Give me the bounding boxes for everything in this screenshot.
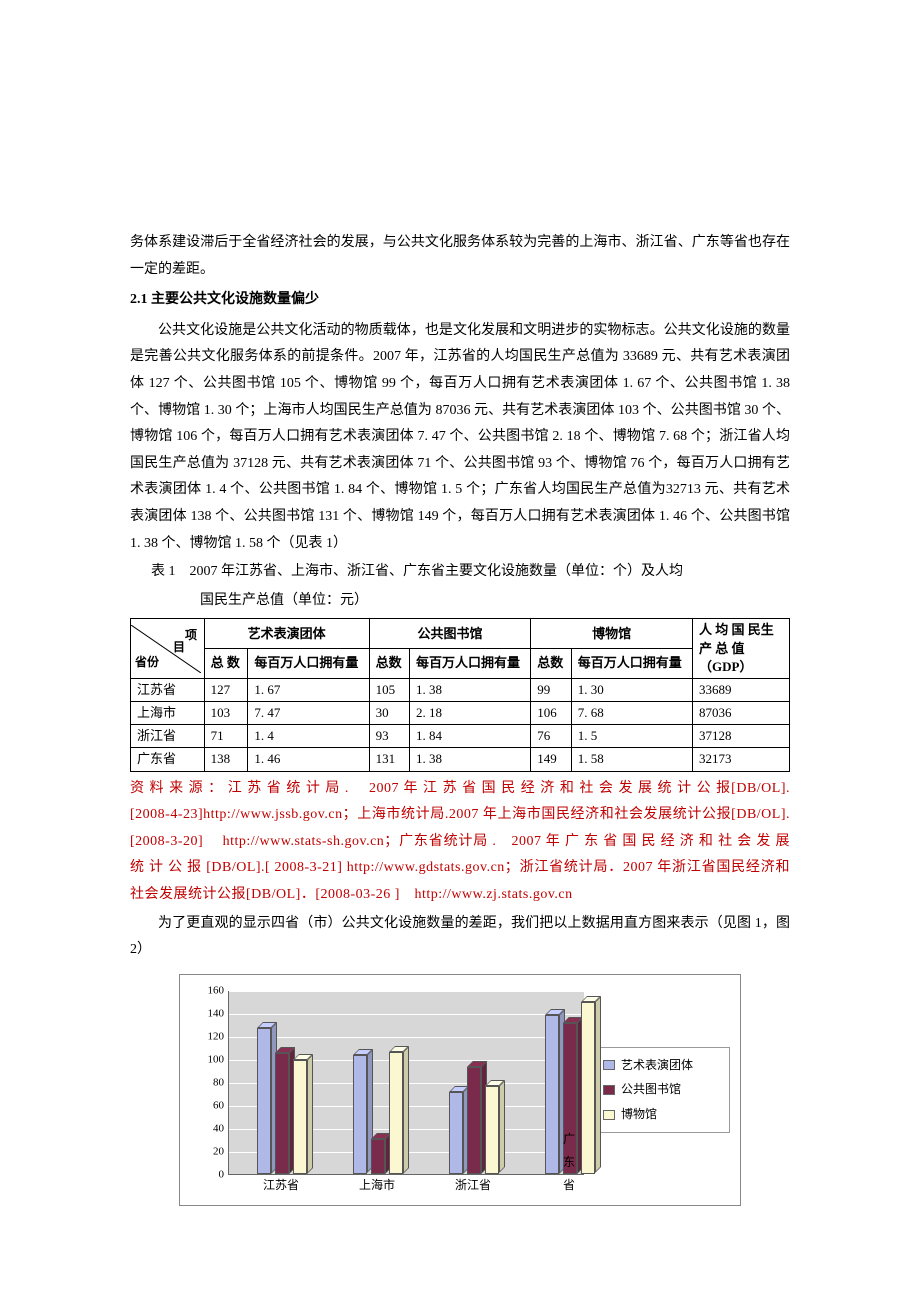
cell: 7. 47 xyxy=(248,702,369,725)
legend-item-museum: 博物馆 xyxy=(603,1103,723,1126)
diagonal-header-cell: 项 目 省份 xyxy=(131,625,201,673)
chart-plot-area: 020406080100120140160 江苏省上海市浙江省广东省 xyxy=(192,987,588,1197)
cell: 71 xyxy=(204,725,248,748)
cell: 30 xyxy=(369,702,409,725)
cell: 2. 18 xyxy=(410,702,531,725)
table-caption-line1: 表 1 2007 年江苏省、上海市、浙江省、广东省主要文化设施数量（单位：个）及… xyxy=(130,559,790,586)
cell: 1. 38 xyxy=(410,678,531,701)
header-group-library: 公共图书馆 xyxy=(369,619,531,649)
table-caption-line2: 国民生产总值（单位：元） xyxy=(130,588,790,615)
subheader-per: 每百万人口拥有量 xyxy=(248,649,369,679)
header-item-mid: 目 xyxy=(173,639,185,656)
y-tick-label: 80 xyxy=(192,1072,224,1093)
legend-item-arts: 艺术表演团体 xyxy=(603,1054,723,1077)
legend-swatch xyxy=(603,1085,615,1095)
chart-legend: 艺术表演团体 公共图书馆 博物馆 xyxy=(596,1047,730,1133)
cell: 105 xyxy=(369,678,409,701)
x-category-label: 广东省 xyxy=(560,1128,579,1196)
cell: 7. 68 xyxy=(571,702,692,725)
table-header-row-1: 项 目 省份 艺术表演团体 公共图书馆 博物馆 人 均 国 民生 产 总 值（G… xyxy=(131,619,790,649)
paragraph-2: 公共文化设施是公共文化活动的物质载体，也是文化发展和文明进步的实物标志。公共文化… xyxy=(130,318,790,557)
cell: 76 xyxy=(531,725,571,748)
subheader-total: 总数 xyxy=(369,649,409,679)
subheader-total: 总 数 xyxy=(204,649,248,679)
cell: 37128 xyxy=(693,725,790,748)
header-gdp: 人 均 国 民生 产 总 值（GDP） xyxy=(693,619,790,679)
cell: 106 xyxy=(531,702,571,725)
cell-province: 上海市 xyxy=(131,702,205,725)
cell: 32173 xyxy=(693,748,790,771)
header-item-bot: 省份 xyxy=(135,654,159,671)
header-group-arts: 艺术表演团体 xyxy=(204,619,369,649)
y-tick-label: 20 xyxy=(192,1141,224,1162)
facilities-table: 项 目 省份 艺术表演团体 公共图书馆 博物馆 人 均 国 民生 产 总 值（G… xyxy=(130,618,790,771)
y-tick-label: 0 xyxy=(192,1164,224,1185)
cell: 1. 4 xyxy=(248,725,369,748)
legend-swatch xyxy=(603,1110,615,1120)
cell-province: 广东省 xyxy=(131,748,205,771)
cell: 131 xyxy=(369,748,409,771)
cell: 1. 5 xyxy=(571,725,692,748)
cell: 103 xyxy=(204,702,248,725)
cell: 1. 30 xyxy=(571,678,692,701)
table-row: 广东省 138 1. 46 131 1. 38 149 1. 58 32173 xyxy=(131,748,790,771)
cell: 1. 84 xyxy=(410,725,531,748)
x-category-label: 浙江省 xyxy=(455,1174,491,1197)
cell: 1. 58 xyxy=(571,748,692,771)
header-item-top: 项 xyxy=(185,627,197,644)
cell: 127 xyxy=(204,678,248,701)
y-tick-label: 140 xyxy=(192,1003,224,1024)
paragraph-continuation: 务体系建设滞后于全省经济社会的发展，与公共文化服务体系较为完善的上海市、浙江省、… xyxy=(130,230,790,283)
cell-province: 浙江省 xyxy=(131,725,205,748)
cell: 1. 46 xyxy=(248,748,369,771)
legend-item-library: 公共图书馆 xyxy=(603,1078,723,1101)
x-category-label: 江苏省 xyxy=(263,1174,299,1197)
table-row: 上海市 103 7. 47 30 2. 18 106 7. 68 87036 xyxy=(131,702,790,725)
table-row: 江苏省 127 1. 67 105 1. 38 99 1. 30 33689 xyxy=(131,678,790,701)
cell: 93 xyxy=(369,725,409,748)
cell: 1. 67 xyxy=(248,678,369,701)
cell: 87036 xyxy=(693,702,790,725)
cell-province: 江苏省 xyxy=(131,678,205,701)
subheader-total: 总数 xyxy=(531,649,571,679)
subheader-per: 每百万人口拥有量 xyxy=(571,649,692,679)
section-heading-2-1: 2.1 主要公共文化设施数量偏少 xyxy=(130,287,790,314)
cell: 99 xyxy=(531,678,571,701)
legend-label: 艺术表演团体 xyxy=(621,1054,693,1077)
cell: 149 xyxy=(531,748,571,771)
facilities-bar-chart: 020406080100120140160 江苏省 上海市 浙江省 广东省 艺术表演团… xyxy=(179,974,741,1206)
y-tick-label: 120 xyxy=(192,1026,224,1047)
legend-label: 博物馆 xyxy=(621,1103,657,1126)
y-tick-label: 40 xyxy=(192,1118,224,1139)
cell: 1. 38 xyxy=(410,748,531,771)
y-tick-label: 60 xyxy=(192,1095,224,1116)
y-tick-label: 160 xyxy=(192,980,224,1001)
header-group-museum: 博物馆 xyxy=(531,619,693,649)
subheader-per: 每百万人口拥有量 xyxy=(410,649,531,679)
legend-label: 公共图书馆 xyxy=(621,1078,681,1101)
y-tick-label: 100 xyxy=(192,1049,224,1070)
legend-swatch xyxy=(603,1060,615,1070)
x-category-label: 上海市 xyxy=(359,1174,395,1197)
cell: 138 xyxy=(204,748,248,771)
paragraph-3: 为了更直观的显示四省（市）公共文化设施数量的差距，我们把以上数据用直方图来表示（… xyxy=(130,911,790,964)
table-row: 浙江省 71 1. 4 93 1. 84 76 1. 5 37128 xyxy=(131,725,790,748)
table-header-row-2: 总 数 每百万人口拥有量 总数 每百万人口拥有量 总数 每百万人口拥有量 xyxy=(131,649,790,679)
document-page: 务体系建设滞后于全省经济社会的发展，与公共文化服务体系较为完善的上海市、浙江省、… xyxy=(0,0,920,1286)
table-source-note: 资 料 来 源 ： 江 苏 省 统 计 局 . 2007 年 江 苏 省 国 民… xyxy=(130,776,790,909)
cell: 33689 xyxy=(693,678,790,701)
